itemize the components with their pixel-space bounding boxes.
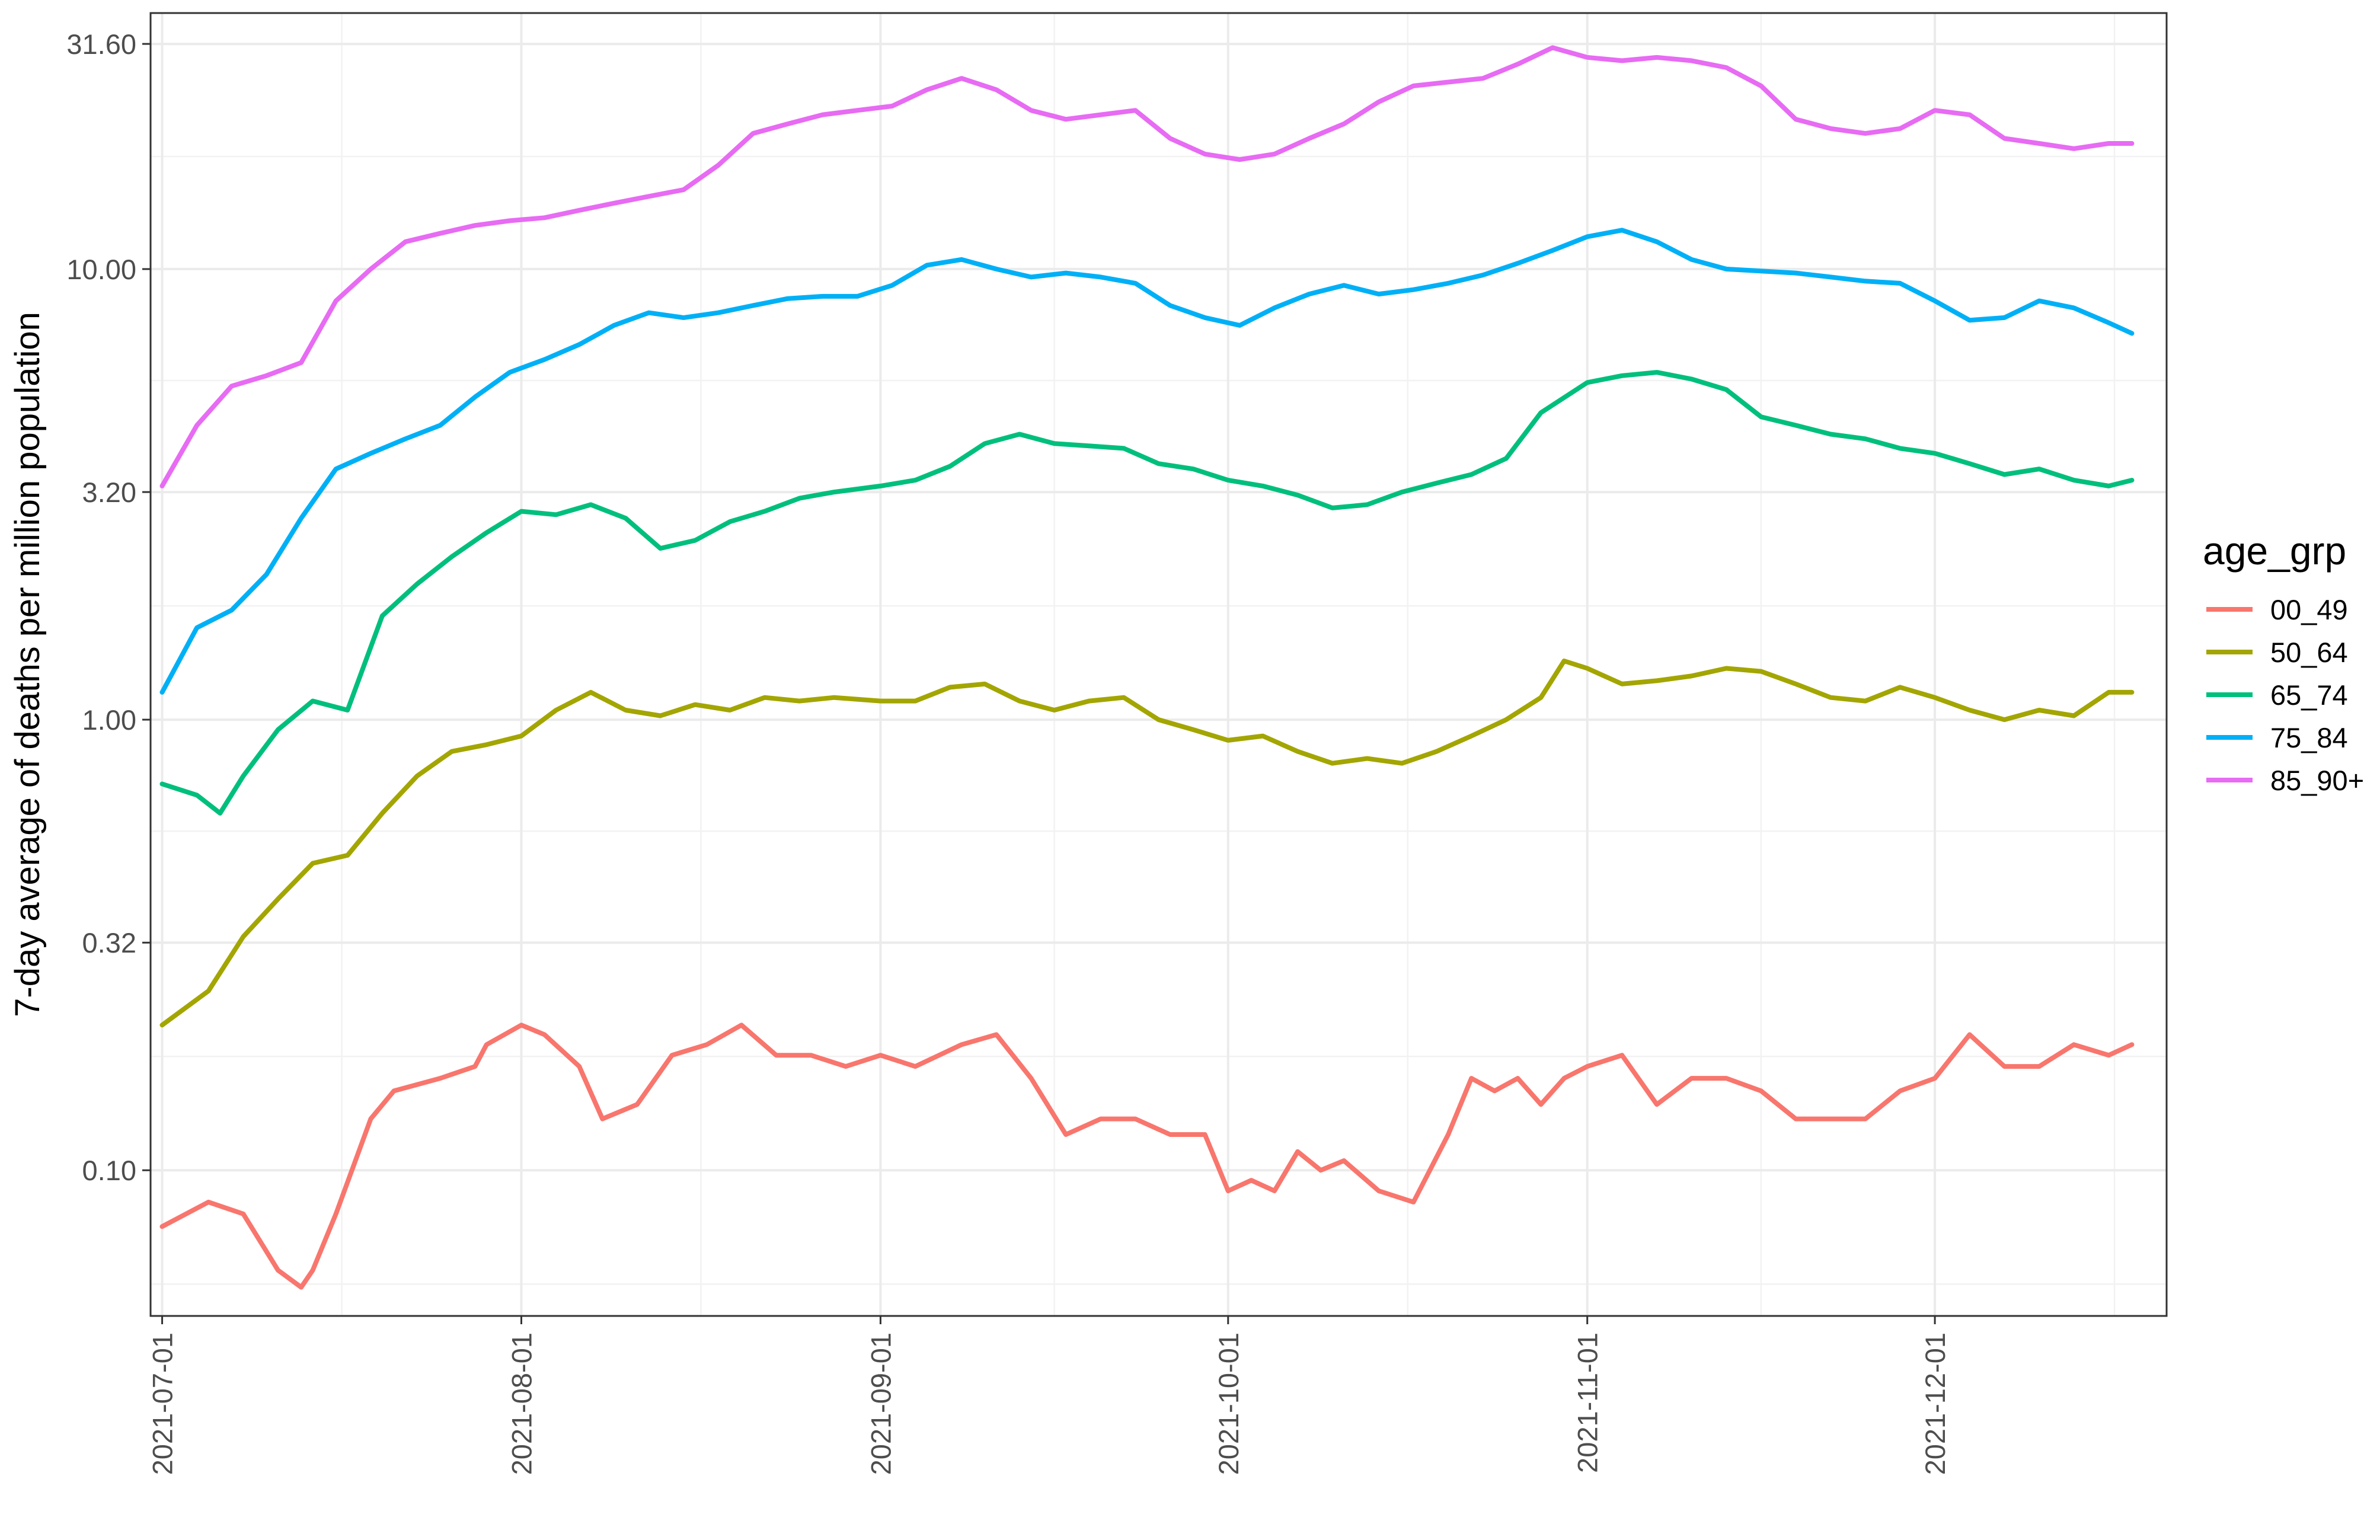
series-line-65_74	[159, 370, 2135, 816]
x-tick-label: 2021-11-01	[1572, 1333, 1603, 1473]
legend-label: 65_74	[2270, 679, 2348, 711]
x-tick-label: 2021-12-01	[1919, 1333, 1951, 1475]
y-tick-label: 0.10	[82, 1155, 136, 1186]
x-tick-label: 2021-08-01	[506, 1333, 537, 1475]
legend-label: 85_90+	[2270, 765, 2364, 796]
legend-label: 50_64	[2270, 637, 2348, 668]
x-tick-label: 2021-10-01	[1213, 1333, 1244, 1475]
y-tick-label: 1.00	[82, 704, 136, 736]
x-tick-label: 2021-07-01	[147, 1333, 178, 1475]
series-line-85_90+	[159, 45, 2135, 488]
minor-gridlines	[151, 13, 2167, 1316]
series-lines	[159, 45, 2135, 1290]
y-axis-label: 7-day average of deaths per million popu…	[8, 312, 47, 1017]
x-axis: 2021-07-01 2021-08-01 2021-09-01 2021-10-01…	[147, 1316, 1951, 1475]
plot-panel-border	[149, 12, 2168, 1317]
legend-title: age_grp	[2203, 529, 2346, 573]
series-line-50_64	[159, 659, 2135, 1028]
major-gridlines	[151, 13, 2167, 1316]
x-tick-label: 2021-09-01	[865, 1333, 896, 1475]
y-tick-label: 0.32	[82, 927, 136, 958]
series-line-75_84	[159, 228, 2135, 695]
legend-label: 75_84	[2270, 722, 2348, 753]
legend: age_grp 00_49 50_64 65_74 75_84 85_90+	[2203, 529, 2364, 796]
y-tick-label: 3.20	[82, 477, 136, 508]
y-tick-label: 10.00	[66, 254, 136, 285]
series-line-00_49	[159, 1023, 2135, 1290]
y-tick-label: 31.60	[66, 28, 136, 60]
legend-label: 00_49	[2270, 594, 2348, 625]
y-axis: 31.60 10.00 3.20 1.00 0.32 0.10	[66, 28, 151, 1186]
